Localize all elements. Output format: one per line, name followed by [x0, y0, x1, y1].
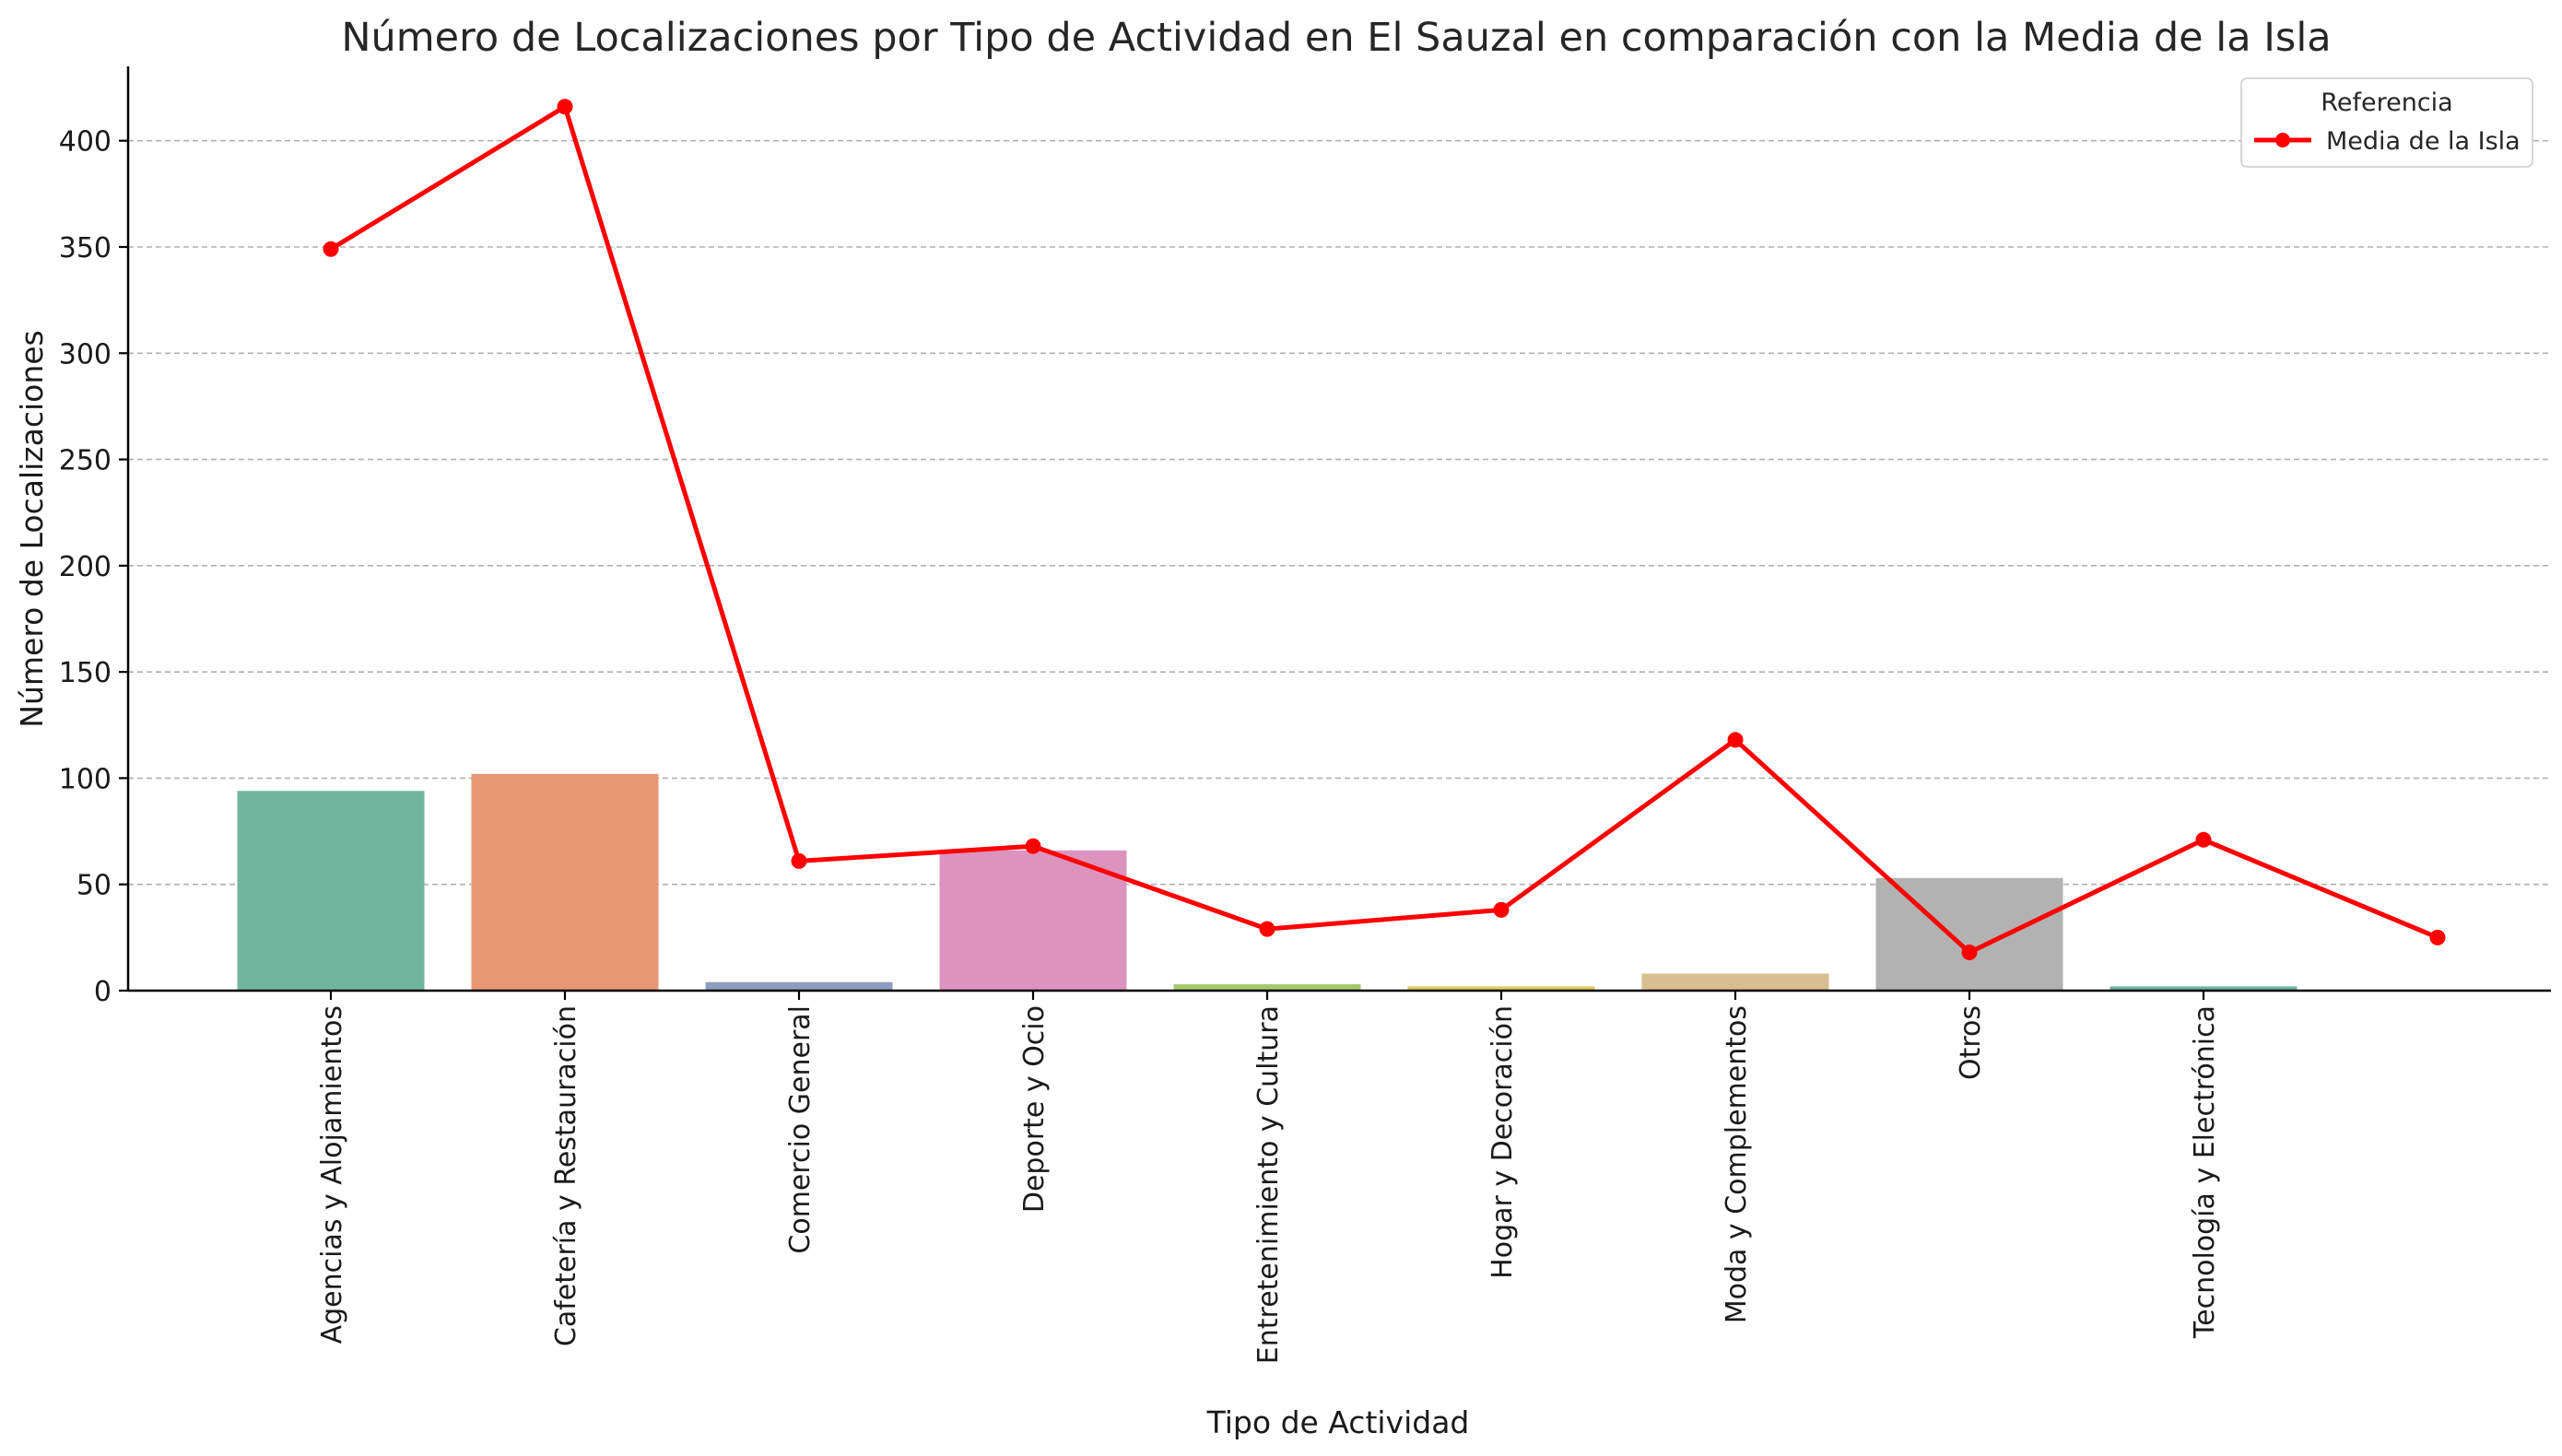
island-average-line: [329, 104, 2439, 955]
legend: Referencia Media de la Isla: [2240, 77, 2533, 168]
legend-marker-swatch: [2275, 133, 2290, 147]
x-axis-label: Tipo de Actividad: [1206, 1404, 1470, 1440]
y-tick-label: 250: [59, 445, 112, 477]
bar-4: [1173, 984, 1361, 991]
y-axis-ticks: 0 50 100 150 200 250 300 350 400: [59, 126, 128, 1008]
chart-title: Número de Localizaciones por Tipo de Act…: [341, 15, 2331, 61]
bar-8: [2110, 986, 2298, 991]
legend-series-label: Media de la Isla: [2326, 127, 2521, 156]
x-tick-label: Tecnología y Electrónica: [2189, 1005, 2221, 1339]
x-tick-label: Entretenimiento y Cultura: [1252, 1005, 1285, 1364]
y-tick-label: 300: [59, 338, 112, 370]
island-average-point-6: [1727, 732, 1744, 748]
axes: [126, 66, 2551, 992]
island-average-point-7: [1961, 944, 1978, 960]
island-average-point-4: [1259, 921, 1275, 937]
island-average-series: [323, 99, 2446, 960]
island-average-point-2: [791, 852, 807, 869]
bar-series: [237, 773, 2298, 991]
y-tick-label: 400: [59, 126, 112, 159]
y-tick-label: 150: [59, 657, 112, 689]
island-average-point-3: [1025, 838, 1041, 854]
bar-2: [705, 981, 893, 991]
x-axis-ticks: Agencias y Alojamientos Cafetería y Resta…: [316, 991, 2221, 1364]
y-tick-label: 0: [94, 976, 112, 1008]
island-average-point-9: [2429, 929, 2446, 945]
legend-box: [2240, 77, 2533, 168]
legend-title: Referencia: [2321, 88, 2452, 117]
y-axis-label: Número de Localizaciones: [14, 330, 50, 727]
bar-0: [237, 791, 425, 991]
island-average-point-1: [557, 99, 573, 115]
grid-lines: [128, 139, 2551, 886]
bar-3: [939, 850, 1127, 991]
y-tick-label: 200: [59, 551, 112, 583]
x-tick-label: Comercio General: [784, 1005, 817, 1254]
bar-6: [1641, 973, 1829, 991]
bar-5: [1407, 986, 1595, 991]
x-tick-label: Agencias y Alojamientos: [316, 1005, 348, 1344]
x-tick-label: Cafetería y Restauración: [550, 1005, 582, 1346]
y-tick-label: 350: [59, 232, 112, 264]
island-average-point-5: [1493, 901, 1510, 918]
x-tick-label: Moda y Complementos: [1721, 1005, 1753, 1323]
x-tick-label: Otros: [1955, 1005, 1987, 1080]
bar-1: [471, 773, 659, 991]
x-tick-label: Deporte y Ocio: [1018, 1005, 1051, 1213]
y-tick-label: 100: [59, 763, 112, 795]
island-average-point-8: [2195, 831, 2212, 848]
island-average-point-0: [323, 241, 339, 257]
x-tick-label: Hogar y Decoración: [1487, 1005, 1519, 1279]
y-tick-label: 50: [76, 870, 112, 902]
